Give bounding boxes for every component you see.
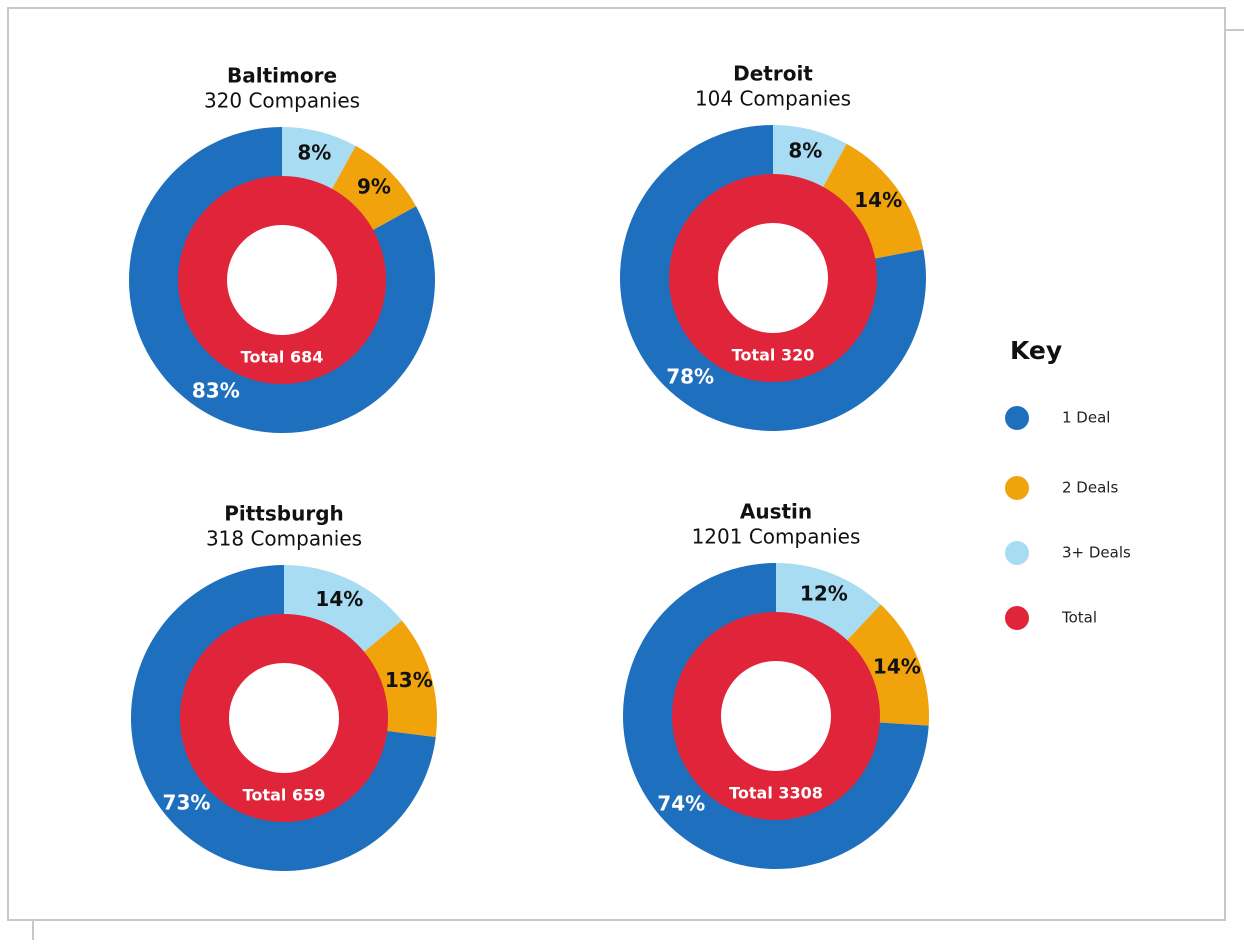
chart-title: Baltimore (227, 64, 337, 88)
donut-slice (619, 125, 926, 431)
donut-slice (773, 125, 847, 188)
donut-slice (129, 127, 436, 433)
slice-label: 14% (873, 655, 921, 679)
chart-subtitle: 1201 Companies (692, 525, 861, 549)
legend-label: 2 Deals (1062, 479, 1118, 497)
total-label: Total 659 (243, 786, 326, 805)
total-ring (180, 614, 388, 822)
slice-label: 12% (800, 582, 848, 606)
donut-slice (282, 127, 356, 190)
total-ring (178, 176, 386, 384)
slice-label: 13% (385, 668, 433, 692)
chart-subtitle: 320 Companies (204, 89, 360, 113)
donut-slice (623, 563, 929, 870)
legend-swatch (1005, 541, 1029, 565)
slice-label: 8% (297, 141, 331, 165)
chart-title: Pittsburgh (224, 502, 344, 526)
legend-label: 3+ Deals (1062, 544, 1131, 562)
slice-label: 8% (788, 139, 822, 163)
legend-swatch (1005, 406, 1029, 430)
chart-subtitle: 104 Companies (695, 87, 851, 111)
slice-label: 78% (666, 365, 714, 389)
legend-swatch (1005, 476, 1029, 500)
total-label: Total 684 (241, 348, 324, 367)
donut-slice (846, 604, 929, 726)
donut-slice (130, 565, 436, 871)
donut-slice (284, 565, 402, 653)
slice-label: 74% (657, 791, 705, 815)
chart-title: Austin (740, 500, 812, 524)
total-ring (669, 174, 877, 382)
legend-label: Total (1061, 609, 1097, 627)
slice-label: 73% (163, 790, 211, 814)
donut-slice (331, 145, 417, 231)
donut-slice (776, 563, 881, 641)
slice-label: 9% (357, 175, 391, 199)
slice-label: 83% (192, 378, 240, 402)
total-ring (672, 612, 880, 820)
chart-title: Detroit (733, 62, 813, 86)
total-label: Total 320 (732, 346, 815, 365)
legend-label: 1 Deal (1062, 409, 1110, 427)
frame (7, 7, 1226, 921)
total-label: Total 3308 (729, 784, 823, 803)
donut-slice (363, 620, 437, 738)
chart-subtitle: 318 Companies (206, 527, 362, 551)
donut-slice (822, 143, 924, 259)
legend-swatch (1005, 606, 1029, 630)
slice-label: 14% (854, 188, 902, 212)
slice-label: 14% (315, 587, 363, 611)
legend-title: Key (1010, 336, 1062, 365)
